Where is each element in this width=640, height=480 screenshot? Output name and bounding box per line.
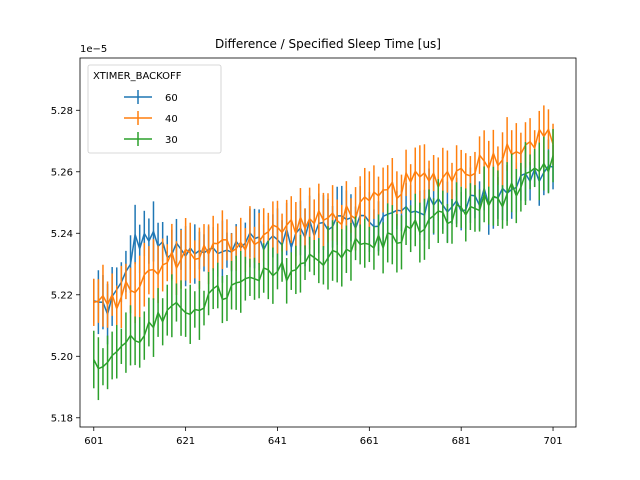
legend-item-60: 60: [124, 90, 178, 104]
legend-item-40: 40: [124, 111, 178, 125]
legend-label: 60: [165, 93, 178, 104]
x-tick-label: 681: [452, 436, 471, 447]
y-tick-label: 5.28: [51, 106, 73, 117]
x-tick-label: 661: [360, 436, 379, 447]
x-tick-label: 601: [84, 436, 103, 447]
y-tick-label: 5.22: [51, 290, 73, 301]
y-tick-label: 5.20: [51, 352, 73, 363]
y-tick-label: 5.26: [51, 167, 73, 178]
y-scale-label: 1e−5: [80, 44, 107, 55]
legend-label: 40: [165, 114, 178, 125]
legend-label: 30: [165, 135, 178, 146]
chart-title: Difference / Specified Sleep Time [us]: [215, 37, 441, 51]
legend-box: [87, 64, 222, 154]
y-axis: 5.18 5.20 5.22 5.24 5.26 5.28: [51, 106, 80, 424]
legend-items: 60 40 30: [124, 90, 178, 146]
x-axis: 601 621 641 661 681 701: [84, 427, 563, 447]
y-tick-label: 5.18: [51, 413, 73, 424]
series-layer: [93, 105, 554, 401]
legend: XTIMER_BACKOFF 60 40 30: [87, 64, 222, 154]
y-tick-label: 5.24: [51, 229, 73, 240]
x-tick-label: 641: [268, 436, 287, 447]
legend-title: XTIMER_BACKOFF: [93, 71, 182, 82]
series-line-40: [93, 127, 554, 311]
x-tick-label: 621: [176, 436, 195, 447]
legend-item-30: 30: [124, 132, 178, 146]
series-line-30: [93, 155, 554, 370]
plot-frame: [79, 57, 577, 428]
x-tick-label: 701: [543, 436, 562, 447]
series-30: [93, 129, 554, 401]
